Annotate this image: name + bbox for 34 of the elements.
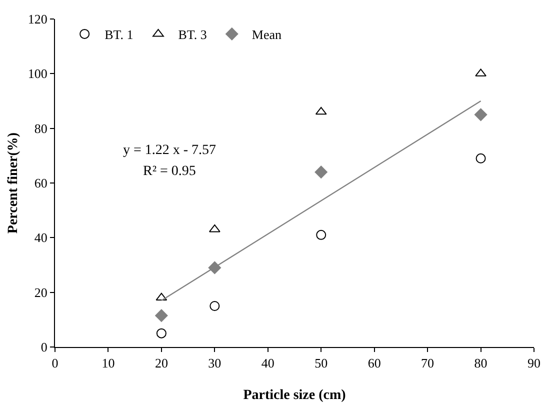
point [474,108,488,122]
point [314,166,328,178]
annotation: R² = 0.95 [143,164,196,179]
point [210,301,220,311]
point [156,292,168,301]
y-tick-label: 60 [34,176,48,191]
y-tick-label: 80 [34,120,48,136]
x-tick-label: 0 [52,356,58,371]
x-tick-label: 80 [474,356,488,371]
y-axis-title: Percent finer(%) [6,132,21,234]
y-tick-label: 20 [34,284,48,300]
y-tick-label: 120 [28,12,48,27]
point [316,230,326,240]
x-tick-label: 90 [528,356,540,371]
point [155,309,168,322]
legend-label: BT. 1 [104,27,134,42]
y-tick-label: 100 [28,66,48,82]
x-tick-label: 70 [421,356,434,371]
legend-label: Mean [252,27,282,42]
x-tick-label: 20 [154,356,168,371]
point [156,328,166,338]
annotation: y = 1.22 x - 7.57 [123,143,216,158]
point [476,153,486,164]
point [315,106,327,115]
x-tick-label: 50 [314,356,328,371]
x-axis-title: Particle size (cm) [243,388,346,403]
y-tick-label: 0 [40,340,48,355]
x-tick-label: 30 [208,356,222,371]
x-tick-label: 10 [102,356,115,371]
x-tick-label: 40 [261,356,274,371]
y-tick-label: 40 [34,230,48,246]
x-tick-label: 60 [368,356,381,371]
point [208,224,220,232]
legend-label: BT. 3 [178,27,207,42]
